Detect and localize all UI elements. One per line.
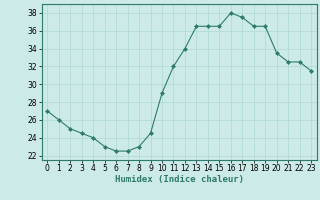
X-axis label: Humidex (Indice chaleur): Humidex (Indice chaleur) [115, 175, 244, 184]
